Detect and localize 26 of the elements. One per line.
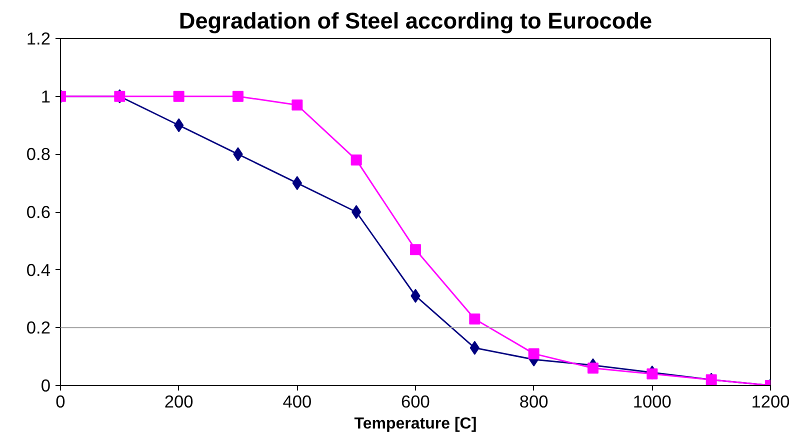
point bbox=[232, 90, 244, 102]
y-tick-label: 0.6 bbox=[26, 202, 51, 222]
y-tick-label: 0.4 bbox=[26, 260, 51, 280]
x-tick-label: 1200 bbox=[751, 392, 790, 412]
x-tick-label: 800 bbox=[519, 392, 548, 412]
point bbox=[173, 90, 184, 102]
point bbox=[646, 368, 658, 380]
point bbox=[352, 205, 362, 219]
x-axis-title: Temperature [C] bbox=[354, 416, 477, 432]
x-tick-label: 0 bbox=[56, 392, 66, 412]
point bbox=[292, 100, 303, 111]
y-tick-label: 1 bbox=[40, 86, 51, 106]
point bbox=[528, 348, 540, 360]
x-tick-label: 1000 bbox=[632, 392, 672, 412]
point bbox=[588, 362, 598, 374]
x-tick-label: 200 bbox=[164, 392, 194, 412]
y-tick-label: 0.2 bbox=[26, 318, 51, 338]
point bbox=[410, 244, 421, 256]
x-tick-label: 600 bbox=[401, 392, 430, 412]
y-tick-label: 0.8 bbox=[26, 144, 51, 164]
point bbox=[350, 154, 362, 166]
x-tick-label: 400 bbox=[282, 392, 312, 412]
y-tick-label: 1.2 bbox=[26, 28, 51, 48]
y-tick-label: 0 bbox=[40, 376, 51, 396]
point bbox=[469, 313, 480, 324]
chart-title: Degradation of Steel according to Eurocode bbox=[178, 8, 652, 34]
